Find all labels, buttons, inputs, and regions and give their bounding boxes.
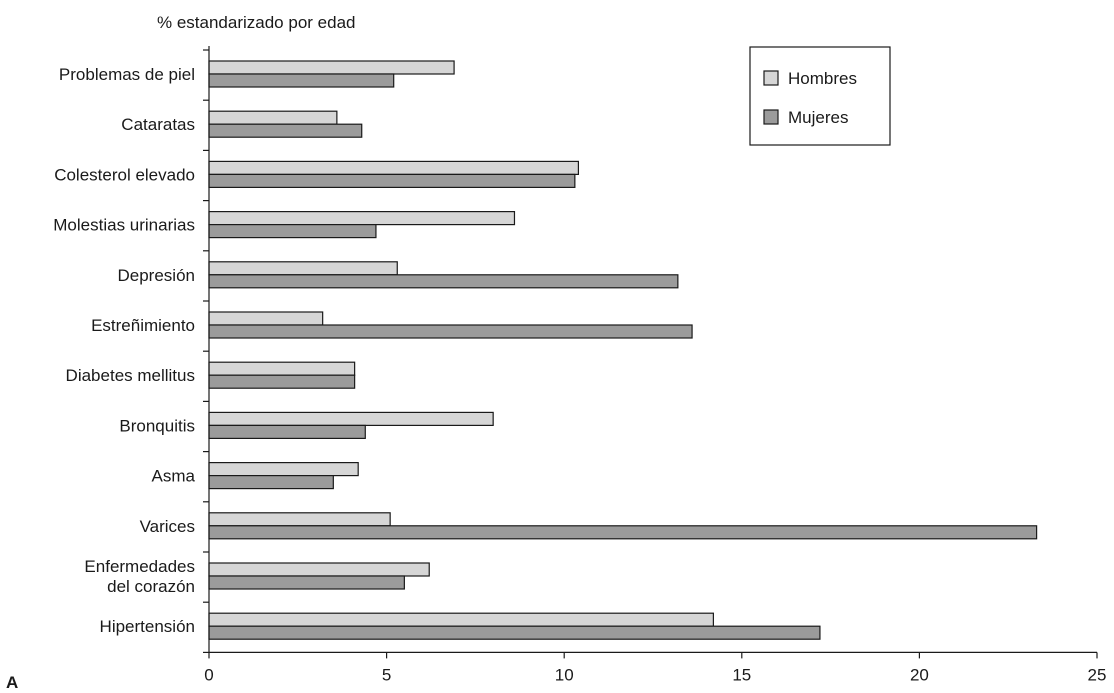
bar-hombres-1 — [208, 110, 338, 125]
category-label-7: Bronquitis — [119, 416, 195, 435]
x-tick-label-2: 10 — [555, 665, 574, 684]
bar-hombres-3 — [208, 211, 516, 226]
category-label-10-line-0: Enfermedades — [84, 557, 195, 576]
bar-mujeres-10 — [208, 575, 405, 590]
bar-mujeres-2 — [208, 173, 576, 188]
bar-hombres-4 — [208, 261, 398, 276]
panel-letter: A — [6, 673, 18, 692]
x-tick-label-1: 5 — [382, 665, 391, 684]
legend-label-hombres: Hombres — [788, 69, 857, 88]
x-tick-label-5: 25 — [1088, 665, 1107, 684]
bar-hombres-10 — [208, 562, 430, 577]
bar-mujeres-11 — [208, 625, 821, 640]
bar-mujeres-8 — [208, 475, 334, 490]
category-label-1: Cataratas — [121, 115, 195, 134]
category-label-5: Estreñimiento — [91, 316, 195, 335]
category-label-4: Depresión — [118, 266, 196, 285]
bar-hombres-11 — [208, 612, 714, 627]
legend-swatch-hombres — [763, 70, 779, 86]
category-label-9: Varices — [140, 517, 195, 536]
bar-hombres-2 — [208, 160, 580, 175]
category-label-8: Asma — [152, 467, 196, 486]
bar-mujeres-5 — [208, 324, 693, 339]
bar-hombres-7 — [208, 411, 494, 426]
category-label-2: Colesterol elevado — [54, 165, 195, 184]
x-tick-label-0: 0 — [204, 665, 213, 684]
category-label-3: Molestias urinarias — [53, 216, 195, 235]
bar-mujeres-9 — [208, 525, 1038, 540]
bar-mujeres-3 — [208, 224, 377, 239]
legend-box — [749, 46, 891, 146]
x-tick-label-4: 20 — [910, 665, 929, 684]
legend-label-mujeres: Mujeres — [788, 108, 848, 127]
bar-mujeres-1 — [208, 123, 363, 138]
category-label-0: Problemas de piel — [59, 65, 195, 84]
category-label-11: Hipertensión — [100, 617, 195, 636]
legend: Hombres Mujeres — [749, 46, 891, 146]
bar-hombres-0 — [208, 60, 455, 75]
plot-area: Problemas de piel Cataratas Colesterol ele… — [53, 46, 1106, 684]
chart-title: % estandarizado por edad — [157, 13, 355, 32]
x-tick-label-3: 15 — [732, 665, 751, 684]
bar-mujeres-7 — [208, 424, 366, 439]
bar-mujeres-0 — [208, 73, 395, 88]
bar-hombres-9 — [208, 512, 391, 527]
legend-swatch-mujeres — [763, 109, 779, 125]
bar-mujeres-4 — [208, 274, 679, 289]
category-label-10-line-1: del corazón — [107, 577, 195, 596]
bar-mujeres-6 — [208, 374, 356, 389]
bar-hombres-8 — [208, 462, 359, 477]
category-label-6: Diabetes mellitus — [66, 366, 195, 385]
bar-hombres-5 — [208, 311, 324, 326]
bar-hombres-6 — [208, 361, 356, 376]
